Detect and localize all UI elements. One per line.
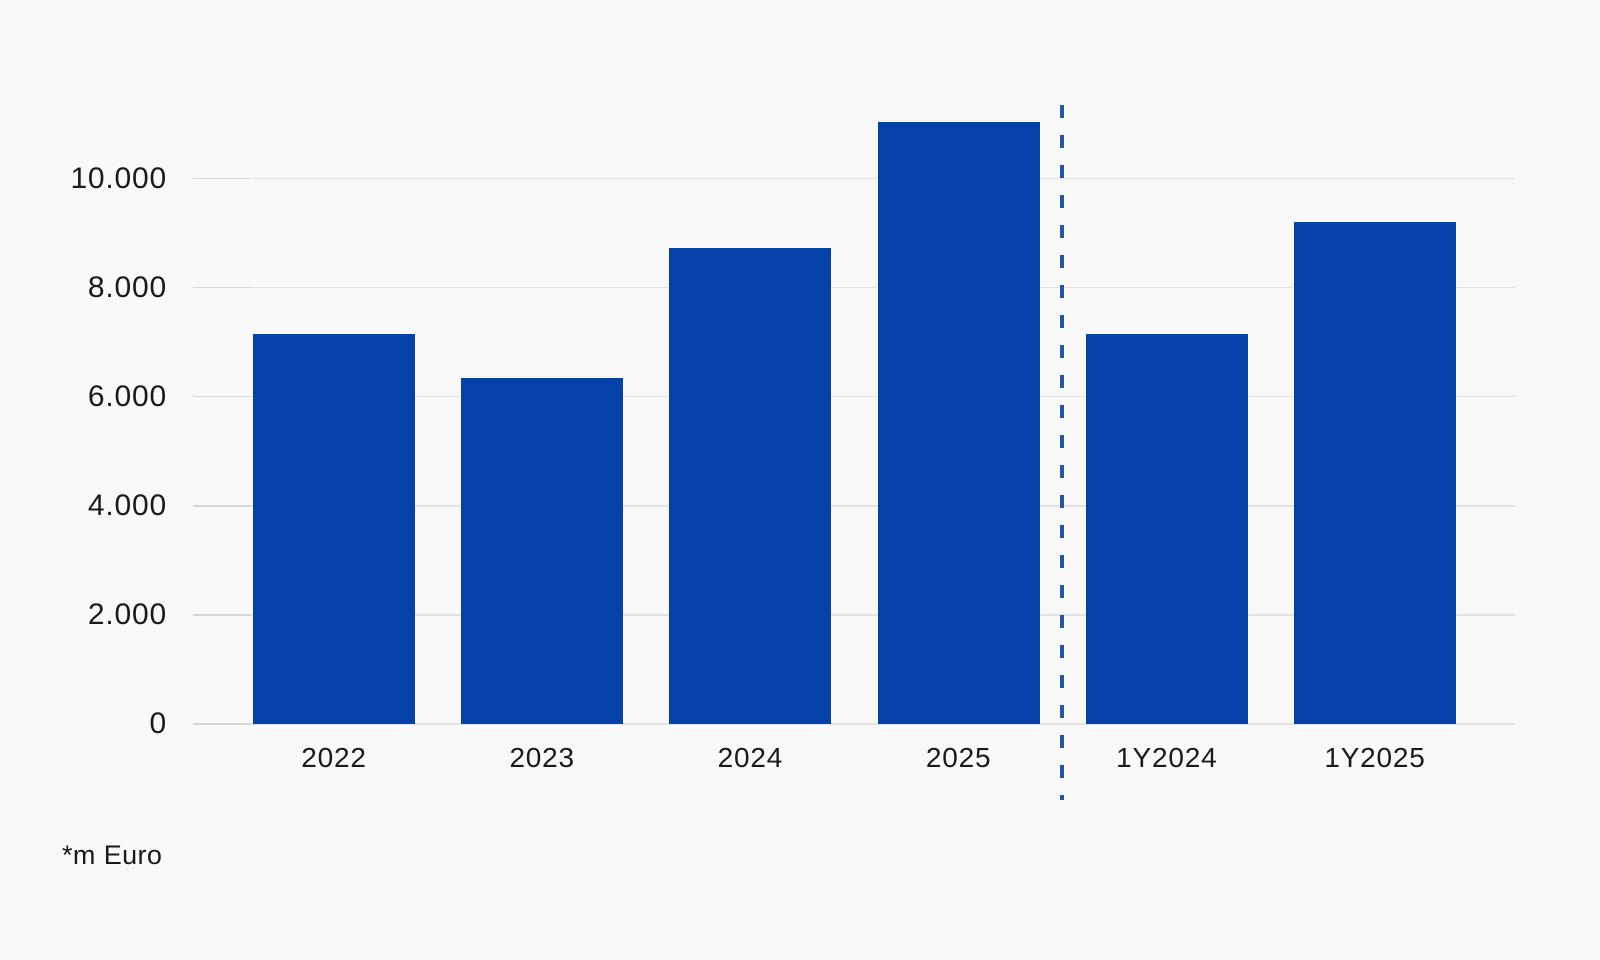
- x-axis-label: 1Y2025: [1324, 742, 1426, 773]
- bar-2025: [877, 121, 1040, 724]
- y-axis-label: 0: [149, 707, 167, 740]
- y-axis-label: 8.000: [87, 270, 167, 304]
- y-axis-tick: [193, 723, 250, 725]
- x-axis-label: 2023: [509, 742, 575, 773]
- gridline-2.000: [193, 614, 1515, 616]
- gridline-6.000: [193, 395, 1515, 398]
- gridline-8.000: [193, 286, 1515, 289]
- gridline-0: [193, 723, 1515, 725]
- gridline-10.000: [193, 177, 1515, 180]
- x-axis-label: 2025: [925, 742, 992, 773]
- x-axis-label: 2022: [301, 742, 367, 773]
- y-axis-tick: [193, 505, 250, 507]
- bar-2023: [461, 378, 624, 724]
- x-axis-label: 1Y2024: [1116, 742, 1218, 773]
- y-axis-tick: [193, 177, 250, 180]
- y-axis-label: 6.000: [87, 379, 167, 413]
- y-axis-label: 2.000: [87, 597, 167, 631]
- bar-2022: [253, 333, 415, 724]
- bar-1Y2024: [1085, 333, 1248, 724]
- unit-footnote: *m Euro: [62, 840, 163, 870]
- gridline-4.000: [193, 505, 1515, 507]
- y-axis-tick: [193, 614, 250, 616]
- y-axis-label: 4.000: [87, 488, 167, 522]
- y-axis-label: 10.000: [70, 161, 167, 195]
- bar-2024: [669, 247, 832, 724]
- x-axis-label: 2024: [717, 742, 784, 773]
- bar-1Y2025: [1294, 222, 1456, 724]
- forecast-separator-dashed-line: [1060, 105, 1064, 800]
- y-axis-tick: [193, 286, 250, 289]
- y-axis-tick: [193, 395, 250, 398]
